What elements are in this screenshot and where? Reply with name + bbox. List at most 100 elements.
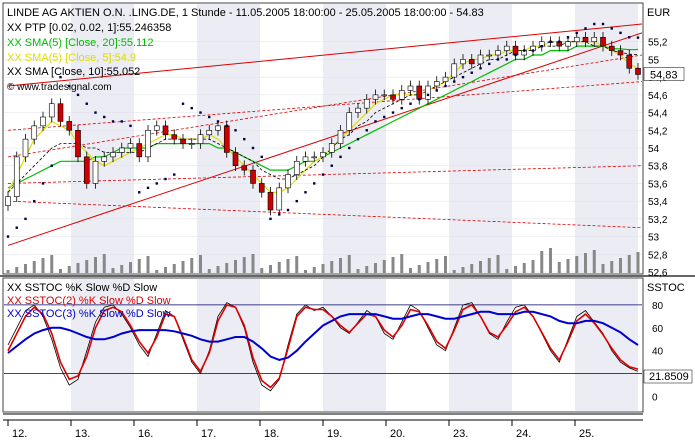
price-tick-label: 53,4	[648, 197, 668, 208]
volume-bar	[636, 252, 640, 273]
ptp-dot	[584, 27, 587, 30]
ptp-dot	[461, 75, 465, 79]
volume-bar	[592, 250, 596, 273]
ptp-dot	[234, 129, 237, 132]
currency-label: EUR	[647, 7, 670, 19]
volume-bar	[444, 256, 447, 273]
ptp-dot	[278, 213, 281, 216]
ptp-dot	[129, 124, 132, 128]
candle-body	[591, 36, 598, 43]
ptp-dot	[313, 182, 316, 185]
ptp-dot	[610, 27, 613, 30]
day-band	[71, 279, 134, 411]
volume-bar	[505, 269, 509, 273]
volume-bar	[584, 253, 587, 273]
candle-body	[136, 143, 143, 158]
volume-bar	[365, 266, 369, 273]
candle-body	[320, 152, 326, 158]
ptp-dot	[575, 31, 578, 35]
ptp-dot	[566, 36, 570, 39]
x-tick-label: 25.	[579, 428, 594, 440]
candle-body	[495, 50, 501, 56]
candle-body	[503, 45, 510, 51]
x-tick-label: 16.	[138, 428, 153, 440]
candle-body	[328, 143, 335, 153]
volume-bar	[67, 266, 71, 273]
ptp-dot	[636, 36, 640, 39]
price-tick-label: 53,8	[648, 162, 668, 173]
stoch-tick-label: 0	[652, 393, 658, 404]
volume-bar	[234, 260, 237, 273]
volume-bar	[339, 258, 342, 273]
ptp-dot	[59, 75, 62, 79]
candle-body	[31, 125, 38, 140]
volume-bar	[216, 266, 220, 273]
candle-body	[75, 129, 81, 158]
ptp-dot	[295, 199, 298, 203]
volume-bar	[627, 255, 631, 273]
ptp-dot	[330, 164, 333, 167]
ptp-dot	[453, 80, 456, 83]
candle-body	[13, 156, 20, 198]
ptp-dot	[68, 84, 71, 88]
trend-line-dashed	[7, 200, 643, 229]
ptp-dot	[470, 71, 473, 74]
legend-sstoc[interactable]: XX SSTOC %K Slow %D Slow	[7, 282, 157, 294]
volume-bar	[41, 258, 45, 273]
volume-bar	[540, 251, 544, 273]
legend-sma-10[interactable]: XX SMA [Close, 10]:55.052	[7, 66, 140, 78]
volume-bar	[400, 254, 404, 273]
volume-bar	[391, 257, 395, 273]
ptp-dot	[619, 31, 622, 35]
ptp-dot	[286, 208, 290, 212]
candle-body	[433, 81, 440, 87]
volume-bar	[50, 255, 54, 273]
stoch-tick-label: 40	[652, 347, 664, 358]
ptp-dot	[50, 164, 53, 167]
ptp-dot	[540, 44, 543, 48]
legend-ptp[interactable]: XX PTP [0.02, 0.02, 1]:55.246358	[7, 22, 171, 34]
legend-sma-20[interactable]: XX SMA(5) [Close, 20]:55.112	[7, 37, 154, 49]
volume-bar	[242, 257, 246, 273]
ptp-dot	[155, 182, 158, 185]
volume-bar	[24, 264, 27, 273]
volume-bar	[15, 267, 19, 273]
candle-body	[363, 98, 370, 109]
legend-sstoc-3[interactable]: XX SSTOC(3) %K Slow %D Slow	[7, 308, 171, 320]
volume-bar	[452, 270, 456, 273]
volume-bar	[356, 269, 360, 273]
candle-body	[101, 156, 108, 162]
legend-sstoc-2[interactable]: XX SSTOC(2) %K Slow %D Slow	[7, 295, 171, 307]
ptp-dot	[321, 173, 325, 176]
x-tick-label: 17.	[201, 428, 216, 440]
candle-body	[486, 54, 493, 57]
candle-body	[153, 125, 160, 131]
candle-body	[346, 112, 353, 131]
price-tick-label: 55,2	[648, 38, 668, 49]
stochastic-panel-frame	[2, 277, 644, 413]
ptp-dot	[85, 102, 88, 105]
candle-body	[451, 63, 458, 78]
volume-bar	[304, 270, 307, 273]
ptp-dot	[356, 137, 360, 141]
ptp-dot	[103, 115, 106, 119]
candle-body	[600, 36, 606, 47]
ptp-dot	[505, 58, 508, 61]
candle-body	[241, 165, 248, 171]
day-band	[575, 279, 638, 411]
ptp-dot	[216, 120, 220, 123]
candle-body	[565, 41, 571, 47]
ptp-dot	[435, 89, 438, 92]
chart-title: LINDE AG AKTIEN O.N. .LING.DE, 1 Stunde …	[7, 7, 484, 19]
candle-body	[573, 36, 580, 43]
stoch-tick-label: 60	[652, 324, 664, 335]
ptp-dot	[164, 177, 167, 181]
price-tick-label: 55	[648, 55, 660, 66]
ptp-dot	[33, 199, 36, 203]
volume-bar	[496, 255, 500, 273]
volume-bar	[514, 266, 517, 273]
price-tick-label: 53,6	[648, 179, 668, 190]
volume-bar	[120, 265, 124, 273]
legend-sma-5[interactable]: XX SMA(5) [Close, 5]:54.9	[7, 52, 136, 64]
